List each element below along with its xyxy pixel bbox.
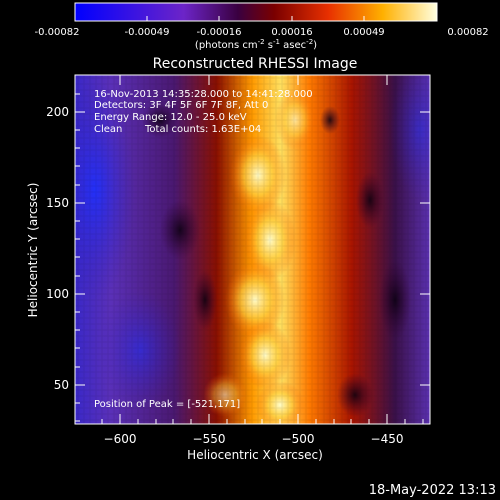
colorbar-tick-label: 0.00016	[271, 27, 312, 38]
annotation-time-range: 16-Nov-2013 14:35:28.000 to 14:41:28.000	[94, 89, 313, 100]
render-timestamp: 18-May-2022 13:13	[369, 483, 496, 498]
x-tick-label: −500	[282, 432, 315, 446]
plot-frame	[74, 74, 431, 425]
colorbar-tick-label: -0.00049	[125, 27, 170, 38]
colorbar-tick-label: 0.00049	[343, 27, 384, 38]
colorbar-ticks	[74, 16, 438, 21]
annotation-energy-range: Energy Range: 12.0 - 25.0 keV	[94, 112, 247, 123]
plot-title: Reconstructed RHESSI Image	[153, 56, 358, 72]
x-tick-label: −450	[371, 432, 404, 446]
y-tick-label: 200	[46, 105, 69, 119]
y-tick-label: 50	[54, 378, 69, 392]
colorbar-gradient	[74, 2, 438, 22]
rhessi-image	[75, 75, 430, 424]
colorbar-tick-label: 0.00082	[447, 27, 488, 38]
x-axis-label: Heliocentric X (arcsec)	[187, 448, 323, 462]
x-tick-label: −550	[193, 432, 226, 446]
annotation-total-counts: Total counts: 1.63E+04	[144, 124, 261, 135]
y-axis-ticks	[75, 93, 430, 422]
colorbar-tick-label: -0.00082	[35, 27, 80, 38]
annotation-detectors: Detectors: 3F 4F 5F 6F 7F 8F, Att 0	[94, 100, 268, 111]
y-axis-label: Heliocentric Y (arcsec)	[26, 183, 40, 318]
y-tick-label: 100	[46, 287, 69, 301]
colorbar-tick-label: -0.00016	[197, 27, 242, 38]
x-tick-label: −600	[104, 432, 137, 446]
annotation-algorithm: Clean	[94, 124, 122, 135]
colorbar-unit-label: (photons cm-2 s-1 asec-2)	[195, 38, 317, 51]
y-tick-label: 150	[46, 196, 69, 210]
annotation-peak-position: Position of Peak = [-521,171]	[94, 399, 240, 410]
x-axis-ticks	[101, 75, 424, 424]
